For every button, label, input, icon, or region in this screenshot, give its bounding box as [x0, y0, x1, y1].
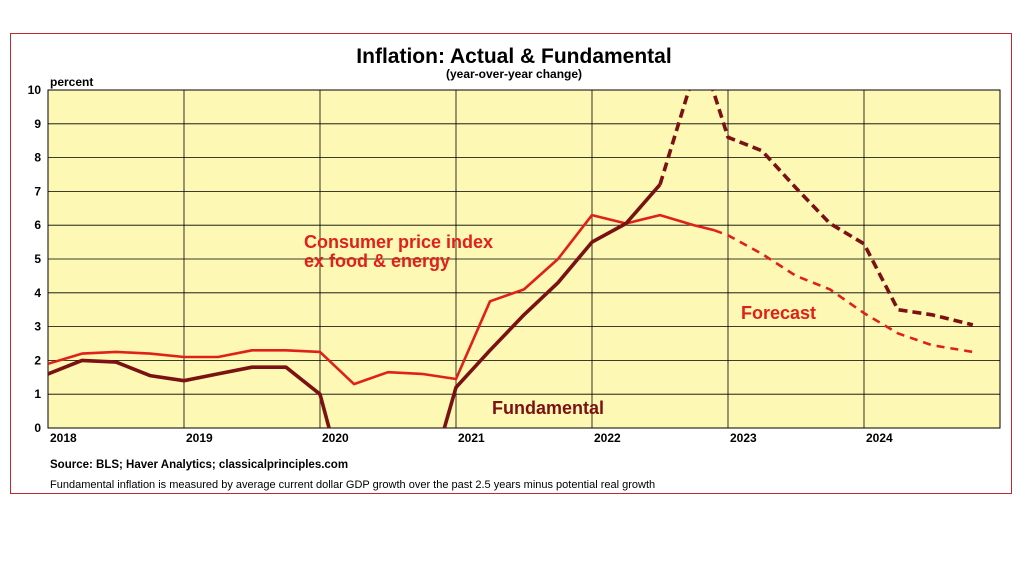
forecast-label: Forecast — [741, 303, 816, 323]
x-tick-label: 2019 — [186, 431, 213, 445]
x-tick-label: 2022 — [594, 431, 621, 445]
series-line-consumer-price-index-forecast — [713, 229, 974, 354]
y-tick-label: 7 — [34, 184, 41, 198]
y-tick-label: 4 — [34, 286, 41, 300]
cpi-label-line2: ex food & energy — [304, 251, 450, 271]
y-tick-label: 3 — [34, 320, 41, 334]
y-tick-label: 9 — [34, 117, 41, 131]
grid — [48, 90, 1000, 428]
y-tick-label: 2 — [34, 353, 41, 367]
chart-subtitle: (year-over-year change) — [446, 67, 582, 81]
x-tick-label: 2020 — [322, 431, 349, 445]
y-tick-label: 5 — [34, 252, 41, 266]
series-line-consumer-price-index-ex-food-energy — [48, 213, 715, 386]
y-tick-label: 1 — [34, 387, 41, 401]
x-tick-label: 2024 — [866, 431, 893, 445]
chart-title: Inflation: Actual & Fundamental — [356, 45, 671, 68]
cpi-label-line1: Consumer price index — [304, 232, 493, 252]
x-tick-label: 2018 — [50, 431, 77, 445]
source-note: Source: BLS; Haver Analytics; classicalp… — [50, 459, 348, 471]
y-tick-label: 8 — [34, 151, 41, 165]
footnote: Fundamental inflation is measured by ave… — [50, 479, 655, 491]
x-tick-label: 2023 — [730, 431, 757, 445]
series-line-fundamental-forecast — [658, 90, 974, 327]
y-tick-label: 6 — [34, 218, 41, 232]
axis-ticks: 0 1 2 3 4 5 6 7 8 9 10 2018 2019 2020 2021 2022 2023 2024 — [28, 83, 893, 445]
fundamental-label: Fundamental — [492, 398, 604, 418]
series-line-fundamental — [48, 183, 662, 428]
x-tick-label: 2021 — [458, 431, 485, 445]
series — [48, 90, 974, 428]
y-axis-label: percent — [50, 75, 93, 89]
y-tick-label: 10 — [28, 83, 42, 97]
y-tick-label: 0 — [34, 421, 41, 435]
